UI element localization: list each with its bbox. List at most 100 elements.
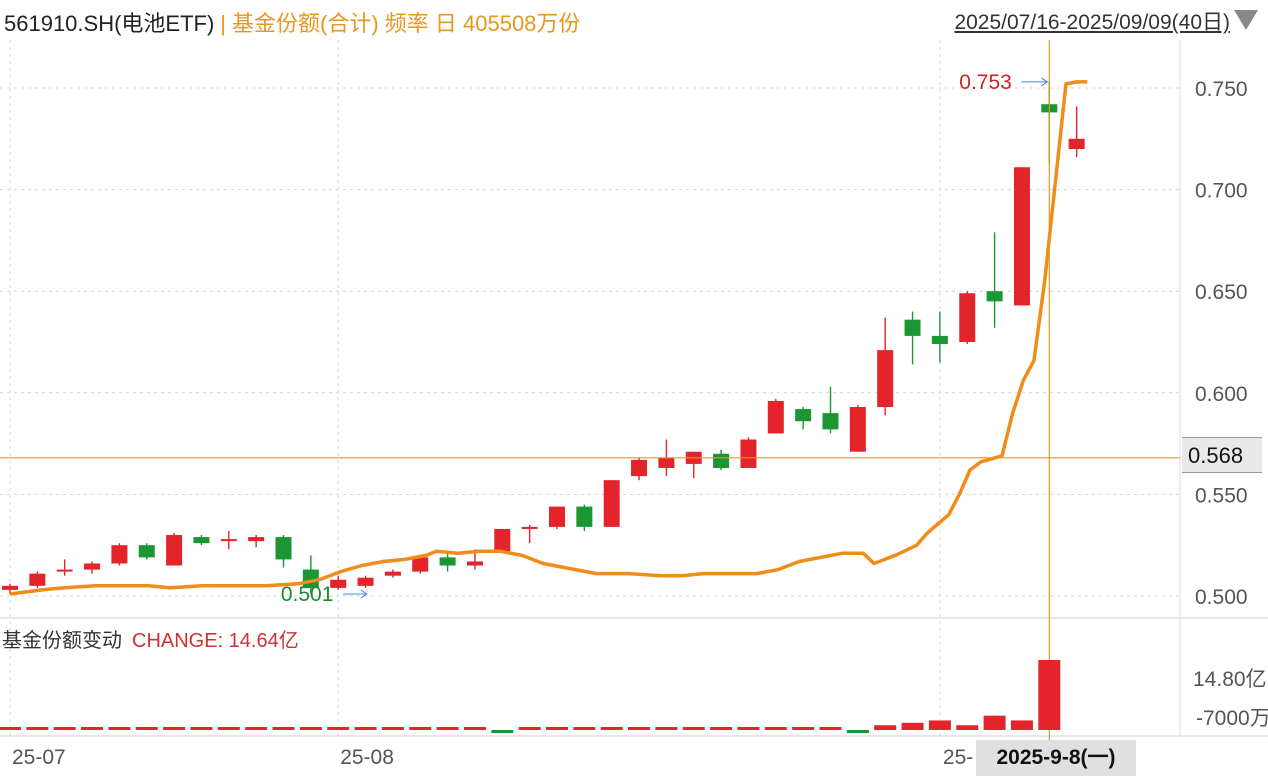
share-change-bar [628, 727, 651, 730]
security-code: 561910.SH(电池ETF) [4, 11, 215, 36]
x-tick-label: 25- [943, 746, 973, 769]
candle-body [904, 319, 921, 336]
candle-body [631, 459, 648, 477]
crosshair-date-label: 2025-9-8(一) [976, 740, 1136, 776]
share-change-bar [956, 725, 979, 730]
share-change-bar [573, 727, 596, 730]
y-tick-label: 0.600 [1195, 383, 1248, 406]
candle-body [521, 526, 538, 529]
candle-body [549, 506, 565, 527]
share-change-bar [81, 727, 104, 730]
candle-body [822, 413, 839, 430]
share-change-bar [1038, 660, 1061, 730]
candle-body [220, 539, 237, 542]
candle-body [986, 291, 1003, 302]
crosshair-price-label: 0.568 [1182, 437, 1262, 473]
share-change-bar [518, 727, 541, 730]
dropdown-caret-icon[interactable] [1234, 10, 1258, 30]
candle-body [84, 563, 101, 570]
y-tick-label: 0.650 [1195, 281, 1248, 304]
share-change-bar [327, 727, 350, 730]
candle-body [56, 569, 73, 572]
share-change-bar [272, 727, 295, 730]
chart-header: 561910.SH(电池ETF) | 基金份额(合计) 频率 日 405508万份 … [0, 0, 1268, 40]
share-change-bar [381, 727, 404, 730]
y-tick-label: 0.550 [1195, 484, 1248, 507]
candle-body [767, 400, 784, 434]
share-meta: 基金份额(合计) 频率 日 405508万份 [232, 11, 581, 36]
candle-body [330, 579, 347, 588]
share-change-bar [655, 727, 678, 730]
share-line [9, 80, 1088, 596]
share-change-bar [874, 725, 897, 730]
share-change-bar [299, 727, 322, 730]
candle-body [740, 439, 757, 468]
share-change-bar [983, 715, 1006, 730]
share-change-bar [163, 727, 186, 730]
sub-y-tick-label: -7000万 [1196, 707, 1268, 730]
date-range-link[interactable]: 2025/07/16-2025/09/09(40日) [954, 11, 1230, 34]
candle-body [1068, 138, 1085, 149]
y-tick-label: 0.750 [1195, 78, 1248, 101]
candle-body [275, 537, 292, 560]
title-line: 561910.SH(电池ETF) | 基金份额(合计) 频率 日 405508万份 [4, 6, 580, 38]
candle-body [111, 545, 128, 564]
x-tick-label: 25-08 [340, 746, 394, 769]
share-change-bar [600, 727, 623, 730]
candle-body [713, 453, 730, 468]
share-change-bar [792, 727, 815, 730]
candle-body [357, 577, 374, 586]
sub-panel-title: 基金份额变动 CHANGE: 14.64亿 [2, 624, 299, 653]
candle-body [877, 350, 894, 408]
candle-body [412, 557, 429, 572]
share-change-bar [928, 720, 951, 730]
candle-body [1013, 167, 1030, 306]
share-change-bar [217, 727, 240, 730]
share-change-bar [682, 727, 705, 730]
candle-body [466, 561, 483, 566]
share-change-bar [463, 727, 486, 730]
candle-body [494, 528, 511, 552]
share-change-bar [0, 727, 21, 730]
min-arrow-icon [360, 589, 368, 599]
share-change-bar [764, 727, 787, 730]
candle-body [959, 293, 976, 342]
share-change-bar [436, 727, 459, 730]
share-change-bar [901, 722, 924, 730]
share-change-bar [135, 727, 158, 730]
sub-y-tick-label: 14.80亿 [1193, 668, 1267, 691]
share-change-bar [108, 727, 131, 730]
share-change-bar [26, 727, 49, 730]
candle-body [576, 506, 593, 527]
candle-body [931, 335, 948, 345]
share-change-bar [819, 727, 842, 730]
share-change-bar [409, 727, 432, 730]
max-arrow-icon [1041, 77, 1049, 87]
min-price-label: 0.501 [281, 583, 334, 606]
share-change-bar [491, 730, 514, 733]
share-change-bar [737, 727, 760, 730]
candle-body [384, 571, 401, 576]
candle-body [603, 480, 620, 527]
candle-body [658, 457, 675, 468]
title-separator: | [220, 11, 227, 36]
share-change-bar [710, 727, 733, 730]
y-tick-label: 0.700 [1195, 180, 1248, 203]
candle-body [248, 537, 265, 542]
share-change-bar [245, 727, 268, 730]
candle-body [29, 573, 46, 586]
candle-body [849, 407, 866, 452]
share-change-bar [53, 727, 76, 730]
candle-body [166, 535, 183, 566]
y-tick-label: 0.500 [1195, 586, 1248, 609]
share-change-bar [354, 727, 377, 730]
candle-body [138, 545, 155, 558]
share-change-bar [546, 727, 568, 730]
share-change-bar [846, 730, 869, 733]
candle-body [193, 537, 210, 544]
max-price-label: 0.753 [959, 71, 1012, 94]
share-change-bar [190, 727, 213, 730]
candle-body [2, 585, 18, 590]
candle-body [439, 557, 456, 566]
